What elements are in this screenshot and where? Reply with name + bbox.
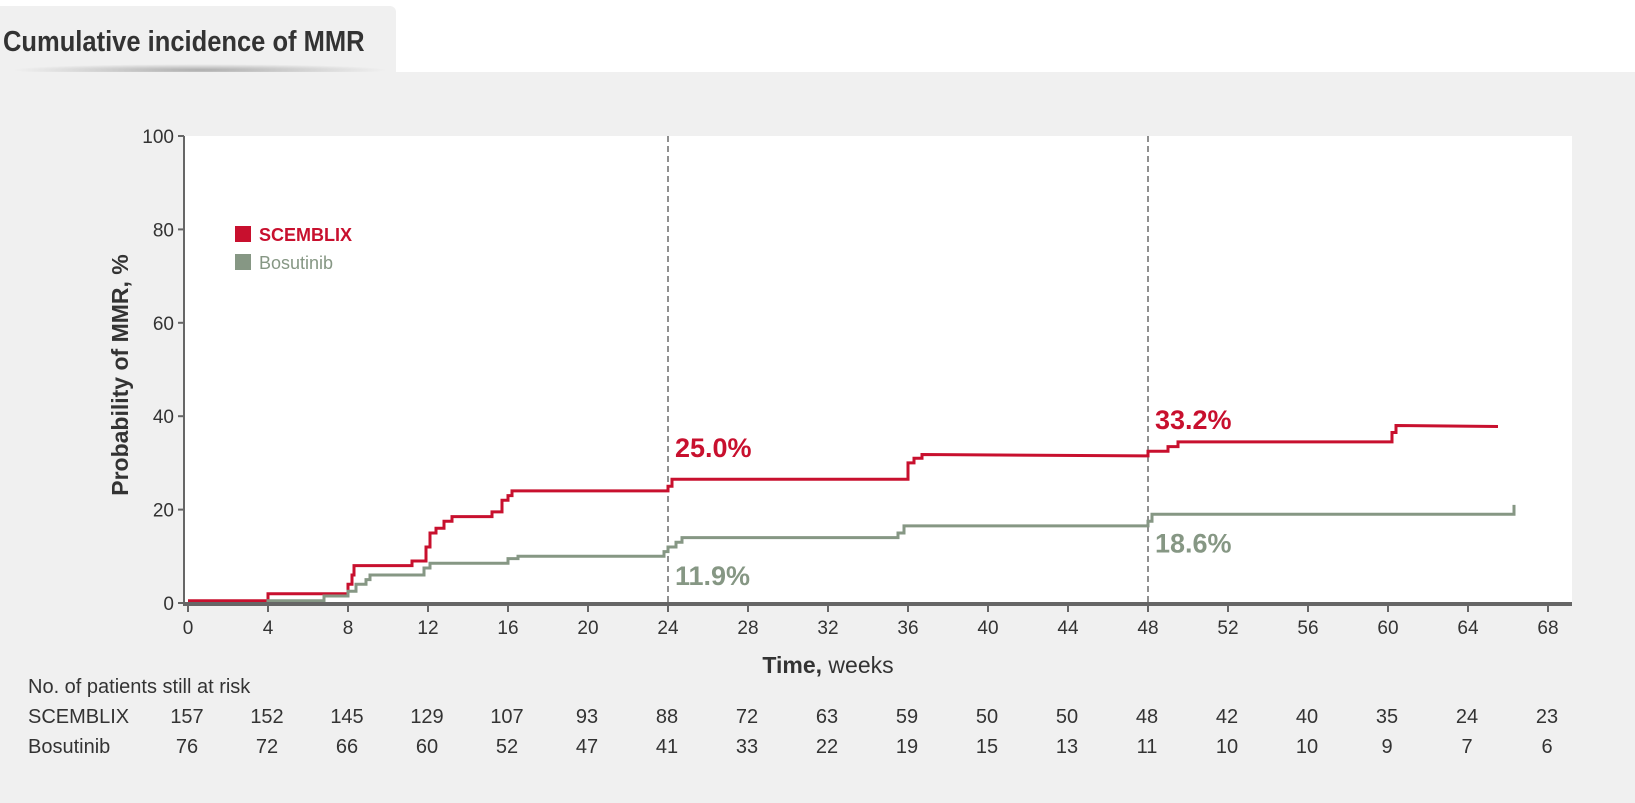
risk-cell: 60 [416,736,438,758]
risk-cell: 23 [1536,706,1558,728]
risk-cell: 19 [896,736,918,758]
risk-cell: 15 [976,736,998,758]
x-axis-title-unit: weeks [822,652,894,678]
risk-cell: 42 [1216,706,1238,728]
x-tick-label-56: 56 [1297,618,1318,639]
risk-cell: 72 [256,736,278,758]
risk-cell: 145 [330,706,363,728]
y-tick-label-100: 100 [142,127,174,148]
risk-cell: 157 [170,706,203,728]
risk-cell: 129 [410,706,443,728]
annotation-bosutinib-week-24: 11.9% [675,561,750,591]
x-tick-label-36: 36 [897,618,918,639]
risk-cell: 59 [896,706,918,728]
risk-cell: 41 [656,736,678,758]
y-axis-title: Probability of MMR, % [107,254,133,496]
risk-cell: 7 [1461,736,1472,758]
risk-cell: 9 [1381,736,1392,758]
x-tick-label-24: 24 [657,618,679,639]
x-tick-label-32: 32 [817,618,838,639]
y-tick-label-0: 0 [163,594,174,615]
risk-cell: 22 [816,736,838,758]
risk-cell: 35 [1376,706,1398,728]
x-tick-label-48: 48 [1137,618,1158,639]
risk-cell: 50 [976,706,998,728]
risk-cell: 13 [1056,736,1078,758]
x-axis-title-bold: Time, [762,652,822,678]
risk-cell: 52 [496,736,518,758]
risk-cell: 6 [1541,736,1552,758]
risk-cell: 40 [1296,706,1318,728]
risk-cell: 66 [336,736,358,758]
x-tick-label-20: 20 [577,618,598,639]
x-tick-label-12: 12 [417,618,438,639]
y-tick-label-60: 60 [153,314,174,335]
y-tick-label-80: 80 [153,220,174,241]
title-tab: Cumulative incidence of MMR [0,6,396,76]
x-tick-label-8: 8 [343,618,354,639]
series-line-bosutinib [266,504,1516,603]
risk-table-title: No. of patients still at risk [28,676,251,698]
chart-title: Cumulative incidence of MMR [3,26,365,58]
legend-label-bosutinib: Bosutinib [259,253,333,273]
x-tick-label-40: 40 [977,618,998,639]
risk-row-label-scemblix: SCEMBLIX [28,706,129,728]
risk-cell: 11 [1137,736,1158,758]
x-tick-label-28: 28 [737,618,758,639]
risk-cell: 76 [176,736,198,758]
legend-label-scemblix: SCEMBLIX [259,225,352,245]
x-tick-label-0: 0 [183,618,194,639]
y-tick-label-20: 20 [153,501,174,522]
legend-swatch-scemblix [235,226,251,242]
risk-cell: 47 [576,736,598,758]
risk-cell: 33 [736,736,758,758]
legend-swatch-bosutinib [235,254,251,270]
x-tick-label-60: 60 [1377,618,1398,639]
annotation-scemblix-week-48: 33.2% [1155,405,1232,435]
x-tick-label-68: 68 [1537,618,1558,639]
risk-cell: 72 [736,706,758,728]
risk-cell: 24 [1456,706,1478,728]
risk-cell: 10 [1296,736,1318,758]
x-tick-label-16: 16 [497,618,518,639]
x-tick-label-52: 52 [1217,618,1238,639]
series-line-scemblix [188,423,1499,603]
risk-cell: 88 [656,706,678,728]
risk-cell: 50 [1056,706,1078,728]
y-tick-label-40: 40 [153,407,174,428]
risk-cell: 93 [576,706,598,728]
risk-cell: 63 [816,706,838,728]
risk-cell: 10 [1216,736,1238,758]
plot-area [183,136,1572,603]
risk-cell: 152 [250,706,283,728]
risk-cell: 48 [1136,706,1158,728]
annotation-scemblix-week-24: 25.0% [675,433,752,463]
x-tick-label-64: 64 [1457,618,1479,639]
annotation-bosutinib-week-48: 18.6% [1155,528,1232,558]
x-axis-title: Time, weeks [762,652,893,678]
risk-cell: 107 [490,706,523,728]
x-tick-label-44: 44 [1057,618,1079,639]
risk-row-label-bosutinib: Bosutinib [28,736,110,758]
x-tick-label-4: 4 [263,618,274,639]
